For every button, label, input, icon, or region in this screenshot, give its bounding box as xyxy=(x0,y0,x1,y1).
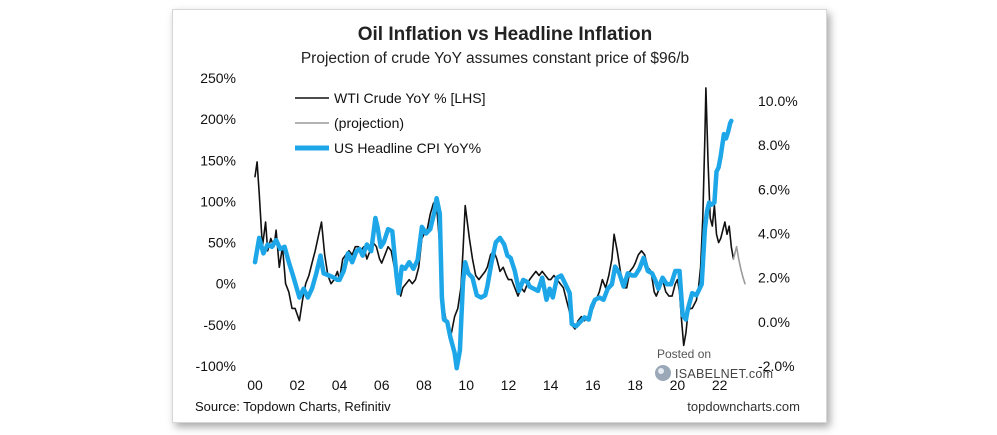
right-tick-label: 8.0% xyxy=(758,137,790,153)
right-tick-label: 2.0% xyxy=(758,270,790,286)
legend: WTI Crude YoY % [LHS] (projection) US Head… xyxy=(295,90,485,156)
left-tick-label: 0% xyxy=(216,276,236,292)
x-tick-label: 08 xyxy=(416,377,432,393)
left-tick-label: 50% xyxy=(208,235,236,251)
legend-label: WTI Crude YoY % [LHS] xyxy=(334,90,485,106)
x-tick-label: 04 xyxy=(332,377,348,393)
x-tick-label: 02 xyxy=(289,377,305,393)
left-tick-label: 100% xyxy=(200,193,236,209)
chart-subtitle: Projection of crude YoY assumes constant… xyxy=(301,50,689,67)
legend-label: US Headline CPI YoY% xyxy=(334,140,481,156)
watermark: Posted on ISABELNET.com xyxy=(655,347,773,381)
left-tick-label: -100% xyxy=(196,358,236,374)
projection-line xyxy=(732,245,746,285)
right-tick-label: -2.0% xyxy=(758,358,795,374)
left-tick-label: 150% xyxy=(200,152,236,168)
right-tick-label: 4.0% xyxy=(758,226,790,242)
x-tick-label: 20 xyxy=(670,377,686,393)
left-tick-label: 250% xyxy=(200,70,236,86)
cpi-line xyxy=(252,118,734,371)
x-axis: 00 02 04 06 08 10 12 14 16 18 20 22 xyxy=(247,377,727,393)
source-note: Source: Topdown Charts, Refinitiv xyxy=(195,399,391,414)
right-tick-label: 10.0% xyxy=(758,93,798,109)
left-axis: 250% 200% 150% 100% 50% 0% -50% -100% xyxy=(196,70,236,374)
x-tick-label: 18 xyxy=(627,377,643,393)
right-axis: 10.0% 8.0% 6.0% 4.0% 2.0% 0.0% -2.0% xyxy=(758,93,798,374)
left-tick-label: 200% xyxy=(200,111,236,127)
x-tick-label: 22 xyxy=(712,377,728,393)
x-tick-label: 14 xyxy=(543,377,559,393)
watermark-site: ISABELNET.com xyxy=(675,367,773,381)
x-tick-label: 06 xyxy=(374,377,390,393)
plot-area xyxy=(252,87,746,371)
watermark-logo-highlight xyxy=(658,368,664,374)
x-tick-label: 00 xyxy=(247,377,263,393)
credit-note: topdowncharts.com xyxy=(687,399,800,414)
wti-crude-line xyxy=(254,87,735,347)
x-tick-label: 10 xyxy=(458,377,474,393)
legend-label: (projection) xyxy=(334,115,404,131)
x-tick-label: 16 xyxy=(585,377,601,393)
right-tick-label: 6.0% xyxy=(758,181,790,197)
chart-title: Oil Inflation vs Headline Inflation xyxy=(358,24,653,45)
watermark-posted-on: Posted on xyxy=(657,347,711,361)
x-tick-label: 12 xyxy=(501,377,517,393)
left-tick-label: -50% xyxy=(203,317,236,333)
right-tick-label: 0.0% xyxy=(758,314,790,330)
chart-canvas: Oil Inflation vs Headline Inflation Proj… xyxy=(195,24,800,414)
chart-frame: Oil Inflation vs Headline Inflation Proj… xyxy=(172,9,827,423)
